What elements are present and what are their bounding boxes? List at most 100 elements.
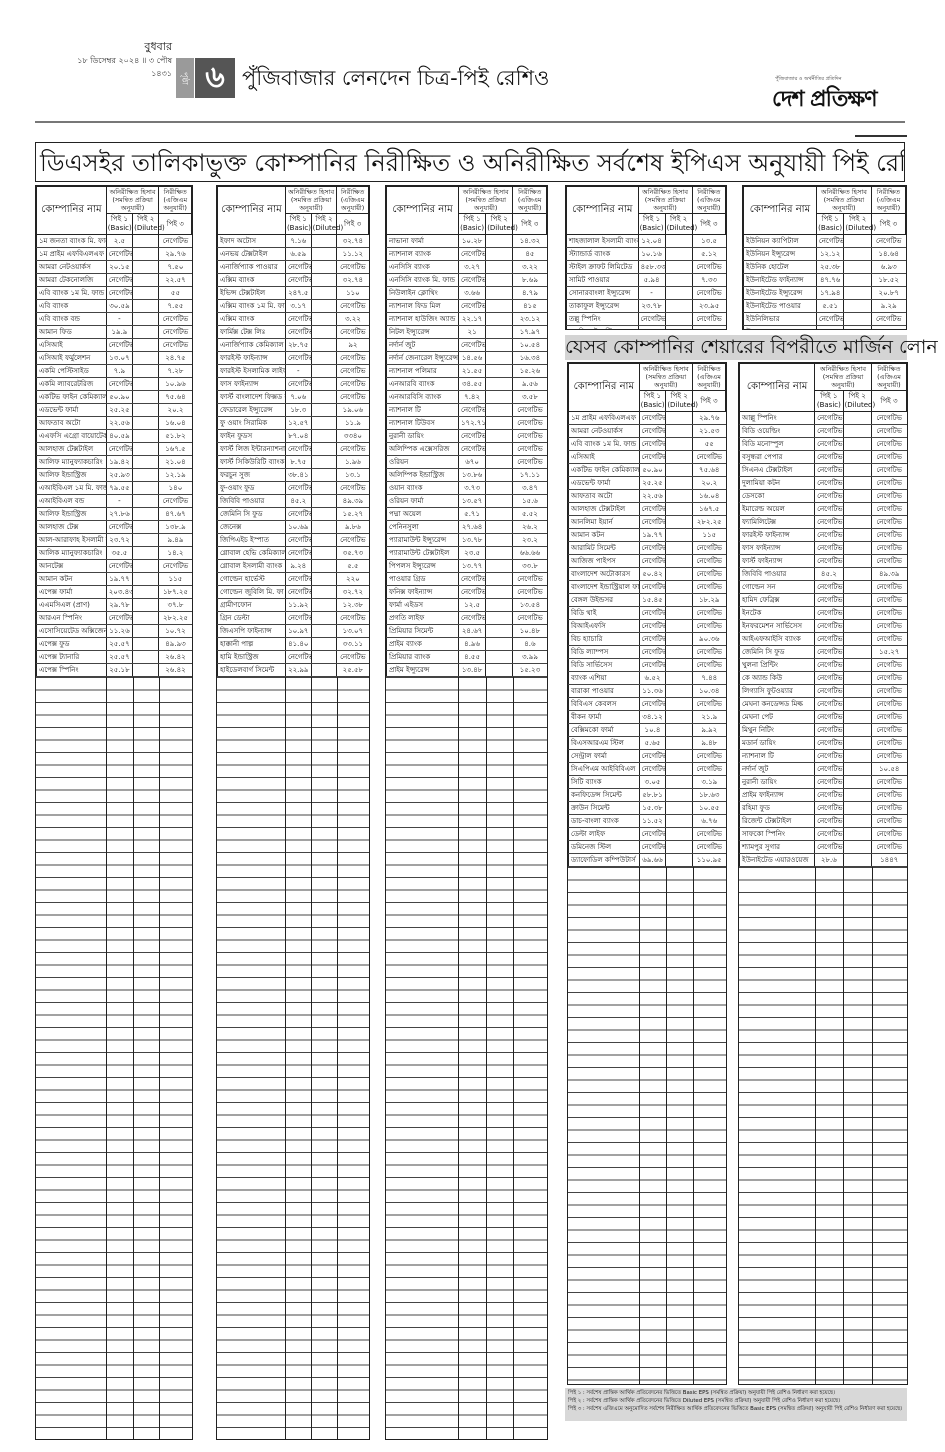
pe1-value: নেগেটিভ [457, 403, 486, 417]
pe1-value: ২৭.৮৬ [105, 507, 133, 521]
company-name: ফু-ওয়াং ফুড [217, 481, 286, 495]
pe2-value [485, 481, 513, 495]
company-name: ১ম প্রাইম এফবিএলএফ [568, 411, 640, 425]
pe2-value [665, 476, 693, 490]
company-name: ড্যাফোডিল কম্পিউটার্স [568, 853, 640, 867]
pe3-value: ৯.৮৬ [336, 520, 369, 534]
pe1-value: ১৯.৭৭ [105, 572, 133, 586]
pe2-value [132, 624, 159, 638]
pe3-value: ২৩.১২ [512, 312, 547, 326]
pe3-value: নেগেটিভ [870, 801, 907, 815]
pe3-value: নেগেটিভ [336, 325, 369, 339]
pe3-value: ৯২ [336, 338, 369, 352]
pe2-value [842, 671, 872, 685]
pe3-value: ৫.১২ [691, 247, 726, 261]
pe1-value: ৭.৯ [105, 364, 133, 378]
company-name: বিবিএস কেবলস [568, 697, 640, 711]
company-name: এনআরবি ব্যাংক [386, 377, 459, 391]
pe1-value: নেগেটিভ [457, 611, 486, 625]
column-divider [106, 186, 108, 1439]
pe3-value: ২১.৯ [692, 710, 726, 724]
table-row: আমরা নেটওয়ার্কস ২০.১৫ ৭.৫০ [36, 260, 192, 274]
table-row: ফারইস্ট ফাইন্যান্স নেগেটিভ নেগেটিভ [217, 351, 369, 365]
pe2-value [665, 554, 693, 568]
pe3-value: নেগেটিভ [870, 489, 907, 503]
pe1-value: নেগেটিভ [814, 684, 844, 698]
pe1-value: ২১.৫৫ [457, 364, 486, 378]
column-divider [639, 363, 641, 1384]
pe3-value: নেগেটিভ [870, 814, 907, 828]
pe3-value: নেগেটিভ [336, 260, 369, 274]
table-row: খুলনা প্রিন্টিং নেগেটিভ নেগেটিভ [739, 658, 907, 672]
company-name: এবি ব্যাংক [36, 299, 107, 313]
header-company-name: কোম্পানির নাম [566, 186, 639, 235]
column-divider [513, 186, 515, 1439]
pe1-value: নেগেটিভ [814, 541, 844, 555]
pe3-value: ৪৫ [512, 247, 547, 261]
company-name: বেঙ্গল উইন্ডসর [568, 593, 640, 607]
table-row: এবি ব্যাংক ১ম মি. ফান্ড নেগেটিভ ৫৫ [568, 437, 726, 451]
pe1-value: ৮৭.০৪ [284, 429, 312, 443]
pe2-value [843, 312, 872, 326]
pe1-value: ২৮.৭৫ [284, 338, 312, 352]
pe2-value [310, 416, 337, 430]
company-name: ডেসকো [739, 489, 815, 503]
pe3-value: ২১.০৪ [158, 455, 192, 469]
company-name: জিবিবি পাওয়ার [739, 567, 815, 581]
pe2-value [132, 299, 159, 313]
pe2-value [132, 338, 159, 352]
column-divider [132, 208, 134, 1439]
table-row: আলিফ ম্যানুফ্যাকচারিং ১৯.৪২ ২১.০৪ [36, 455, 192, 469]
pe2-value [310, 637, 337, 651]
pe3-value: ৫.৫২ [512, 507, 547, 521]
company-name: আলহাজ টেক্স [36, 520, 107, 534]
company-name: সামিট পাওয়ার [566, 273, 639, 287]
pe3-value: ১৯.০৬ [336, 403, 369, 417]
pe3-value: নেগেটিভ [870, 606, 907, 620]
pe1-value: নেগেটিভ [284, 442, 312, 456]
pe1-value: ২৮.৬ [814, 853, 844, 867]
company-name: হাইডেলবার্গ সিমেন্ট [217, 663, 286, 677]
pe2-value [485, 663, 513, 677]
pe1-value: নেগেটিভ [814, 801, 844, 815]
pe3-value: নেগেটিভ [692, 541, 726, 555]
pe2-value [665, 606, 693, 620]
pe3-value: ৩.৪৭ [512, 481, 547, 495]
pe3-value: নেগেটিভ [870, 723, 907, 737]
pe2-value [665, 723, 693, 737]
pe2-value [310, 247, 337, 261]
company-name: আলিফ ম্যানুফ্যাকচারিং [36, 455, 107, 469]
table-row: এনসিসি ব্যাংক ৩.২৭ ৩.২২ [386, 260, 547, 274]
header-unaudited: অনিরীক্ষিত হিসাব (সমন্বিত প্রক্রিয়া অনু… [815, 186, 872, 215]
header-pe1: পিই ১ (Basic) [815, 213, 845, 235]
pe2-value [843, 234, 872, 248]
company-name: জেনেক্স [217, 520, 286, 534]
table-row: এবি ব্যাংক ৩০.৫৯ ৭.৫৫ [36, 299, 192, 313]
pe3-value: নেগেটিভ [336, 533, 369, 547]
pe2-value [310, 286, 337, 300]
company-name: মেঘনা পেট [739, 710, 815, 724]
pe1-value: ৩.২৭ [457, 260, 486, 274]
pe3-value: ৬.৯৩ [870, 260, 906, 274]
pe2-value [665, 463, 693, 477]
pe1-value: নেগেটিভ [638, 541, 666, 555]
company-name: এবি ব্যাংক বন্ড [36, 312, 107, 326]
pe3-value: নেগেটিভ [336, 650, 369, 664]
pe2-value [485, 364, 513, 378]
company-name: কনফিডেন্স সিমেন্ট [568, 788, 640, 802]
table-row: এপেক্স ট্যানারি ২৫.৫৭ ২৬.৪২ [36, 650, 192, 664]
pe1-value: ৩৪.১২ [638, 710, 666, 724]
pe3-value: ১৬৭.৫ [692, 502, 726, 516]
pe3-value: ১৩৮.৯ [158, 520, 192, 534]
company-name: ফার্স্ট ফাইন্যান্স [739, 554, 815, 568]
pe2-value [842, 749, 872, 763]
pe3-value: নেগেটিভ [692, 606, 726, 620]
company-name: একটিভ ফাইন কেমিক্যাল [36, 390, 107, 404]
table-row: ফনিক্স ফাইন্যান্স নেগেটিভ নেগেটিভ [386, 585, 547, 599]
pe3-value: নেগেটিভ [870, 437, 907, 451]
pe3-value: ৫.৫ [336, 559, 369, 573]
header-unaudited: অনিরীক্ষিত হিসাব (সমন্বিত প্রক্রিয়া অনু… [105, 186, 160, 215]
pe2-value [664, 260, 693, 274]
company-name: ফু ওয়াং সিরামিক [217, 416, 286, 430]
page-title: পুঁজিবাজার লেনদেন চিত্র-পিই রেশিও [242, 66, 550, 90]
